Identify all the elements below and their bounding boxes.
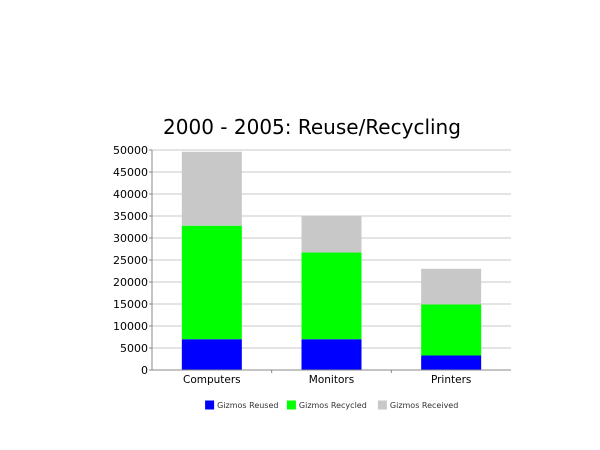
bars (181, 151, 482, 370)
bar-computers-gizmos-recycled (181, 225, 242, 340)
bar-printers-gizmos-reused (421, 355, 482, 370)
y-tick-label: 15000 (113, 298, 148, 311)
bar-monitors-gizmos-recycled (301, 252, 362, 340)
y-tick-label: 5000 (120, 342, 148, 355)
y-tick-label: 0 (141, 364, 148, 377)
legend-swatch (205, 400, 215, 410)
x-tick-labels: Computers Monitors Printers (183, 374, 471, 386)
bar-printers-gizmos-received (421, 268, 482, 305)
legend-swatch (377, 400, 387, 410)
bar-printers-gizmos-recycled (421, 304, 482, 356)
bar-monitors-gizmos-reused (301, 339, 362, 370)
y-tick-labels: 0 5000 10000 15000 20000 25000 30000 35000 40000… (113, 144, 148, 377)
legend: Gizmos Reused Gizmos Recycled Gizmos Recei… (205, 400, 458, 410)
legend-swatch (286, 400, 296, 410)
x-tick-label: Printers (431, 374, 471, 386)
bar-computers-gizmos-reused (181, 339, 242, 370)
bar-monitors-gizmos-received (301, 216, 362, 253)
axes (149, 149, 511, 373)
y-tick-label: 20000 (113, 276, 148, 289)
y-tick-label: 45000 (113, 166, 148, 179)
y-tick-label: 30000 (113, 232, 148, 245)
x-tick-label: Monitors (309, 374, 354, 386)
y-tick-label: 25000 (113, 254, 148, 267)
legend-label: Gizmos Recycled (299, 401, 367, 410)
legend-label: Gizmos Reused (217, 401, 278, 410)
y-tick-label: 35000 (113, 210, 148, 223)
bar-computers-gizmos-received (181, 151, 242, 226)
chart-title: 2000 - 2005: Reuse/Recycling (163, 115, 461, 139)
legend-label: Gizmos Received (390, 401, 458, 410)
y-tick-label: 50000 (113, 144, 148, 157)
y-tick-label: 10000 (113, 320, 148, 333)
x-tick-label: Computers (183, 374, 241, 386)
y-tick-label: 40000 (113, 188, 148, 201)
